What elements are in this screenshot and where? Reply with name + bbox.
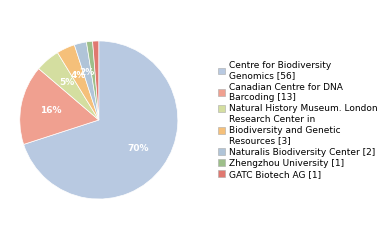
Text: 4%: 4% bbox=[71, 71, 86, 80]
Wedge shape bbox=[93, 41, 99, 120]
Text: 2%: 2% bbox=[80, 68, 95, 77]
Wedge shape bbox=[57, 45, 99, 120]
Legend: Centre for Biodiversity
Genomics [56], Canadian Centre for DNA
Barcoding [13], N: Centre for Biodiversity Genomics [56], C… bbox=[218, 61, 380, 179]
Wedge shape bbox=[74, 42, 99, 120]
Text: 16%: 16% bbox=[40, 106, 62, 115]
Wedge shape bbox=[39, 53, 99, 120]
Text: 5%: 5% bbox=[59, 78, 74, 87]
Wedge shape bbox=[24, 41, 178, 199]
Text: 70%: 70% bbox=[128, 144, 149, 153]
Wedge shape bbox=[86, 41, 99, 120]
Wedge shape bbox=[20, 69, 99, 144]
